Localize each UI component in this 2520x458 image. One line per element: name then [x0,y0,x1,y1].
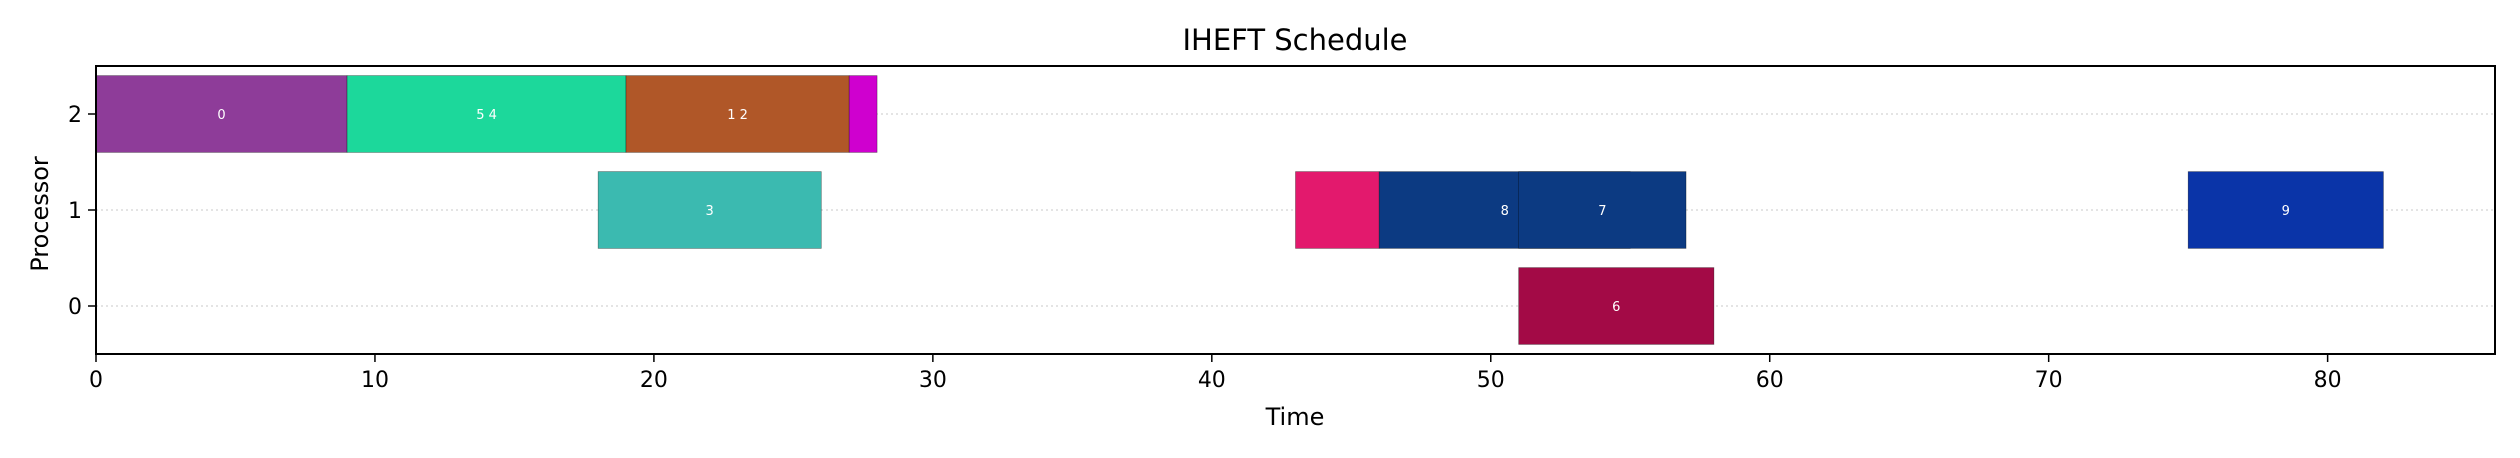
task-label: 9 [2282,204,2290,219]
task-bar [1295,171,1380,249]
task-bar [597,171,822,249]
y-tick-label: 2 [68,103,82,128]
task-label: 6 [1612,300,1620,315]
x-tick-label: 80 [2314,368,2342,393]
x-tick-label: 30 [919,368,947,393]
y-axis-title: Processor [26,156,54,272]
task-bar [1518,171,1687,249]
x-axis-ticks: 0 10 20 30 40 50 60 70 80 [89,354,2342,393]
task-label: 0 [217,108,225,123]
x-tick-label: 50 [1477,368,1505,393]
task-bar [848,75,878,153]
x-tick-label: 40 [1198,368,1226,393]
y-axis-ticks: 0 1 2 [68,103,96,320]
y-tick-label: 0 [68,295,82,320]
task-label: 5 4 [476,108,497,123]
task-bar [1518,267,1715,345]
task-bars: 0 5 4 1 2 3 8 7 9 6 [95,75,2384,345]
x-tick-label: 10 [361,368,389,393]
chart-title: IHEFT Schedule [1182,23,1407,57]
task-label: 3 [706,204,714,219]
x-tick-label: 0 [89,368,103,393]
x-tick-label: 60 [1756,368,1784,393]
task-bar [625,75,850,153]
x-tick-label: 70 [2035,368,2063,393]
task-label: 8 [1501,204,1509,219]
task-label: 7 [1598,204,1606,219]
task-bar [346,75,627,153]
task-bar [2187,171,2384,249]
y-tick-label: 1 [68,199,82,224]
x-tick-label: 20 [640,368,668,393]
x-axis-title: Time [1265,403,1325,431]
task-label: 1 2 [727,108,748,123]
task-bar [95,75,348,153]
